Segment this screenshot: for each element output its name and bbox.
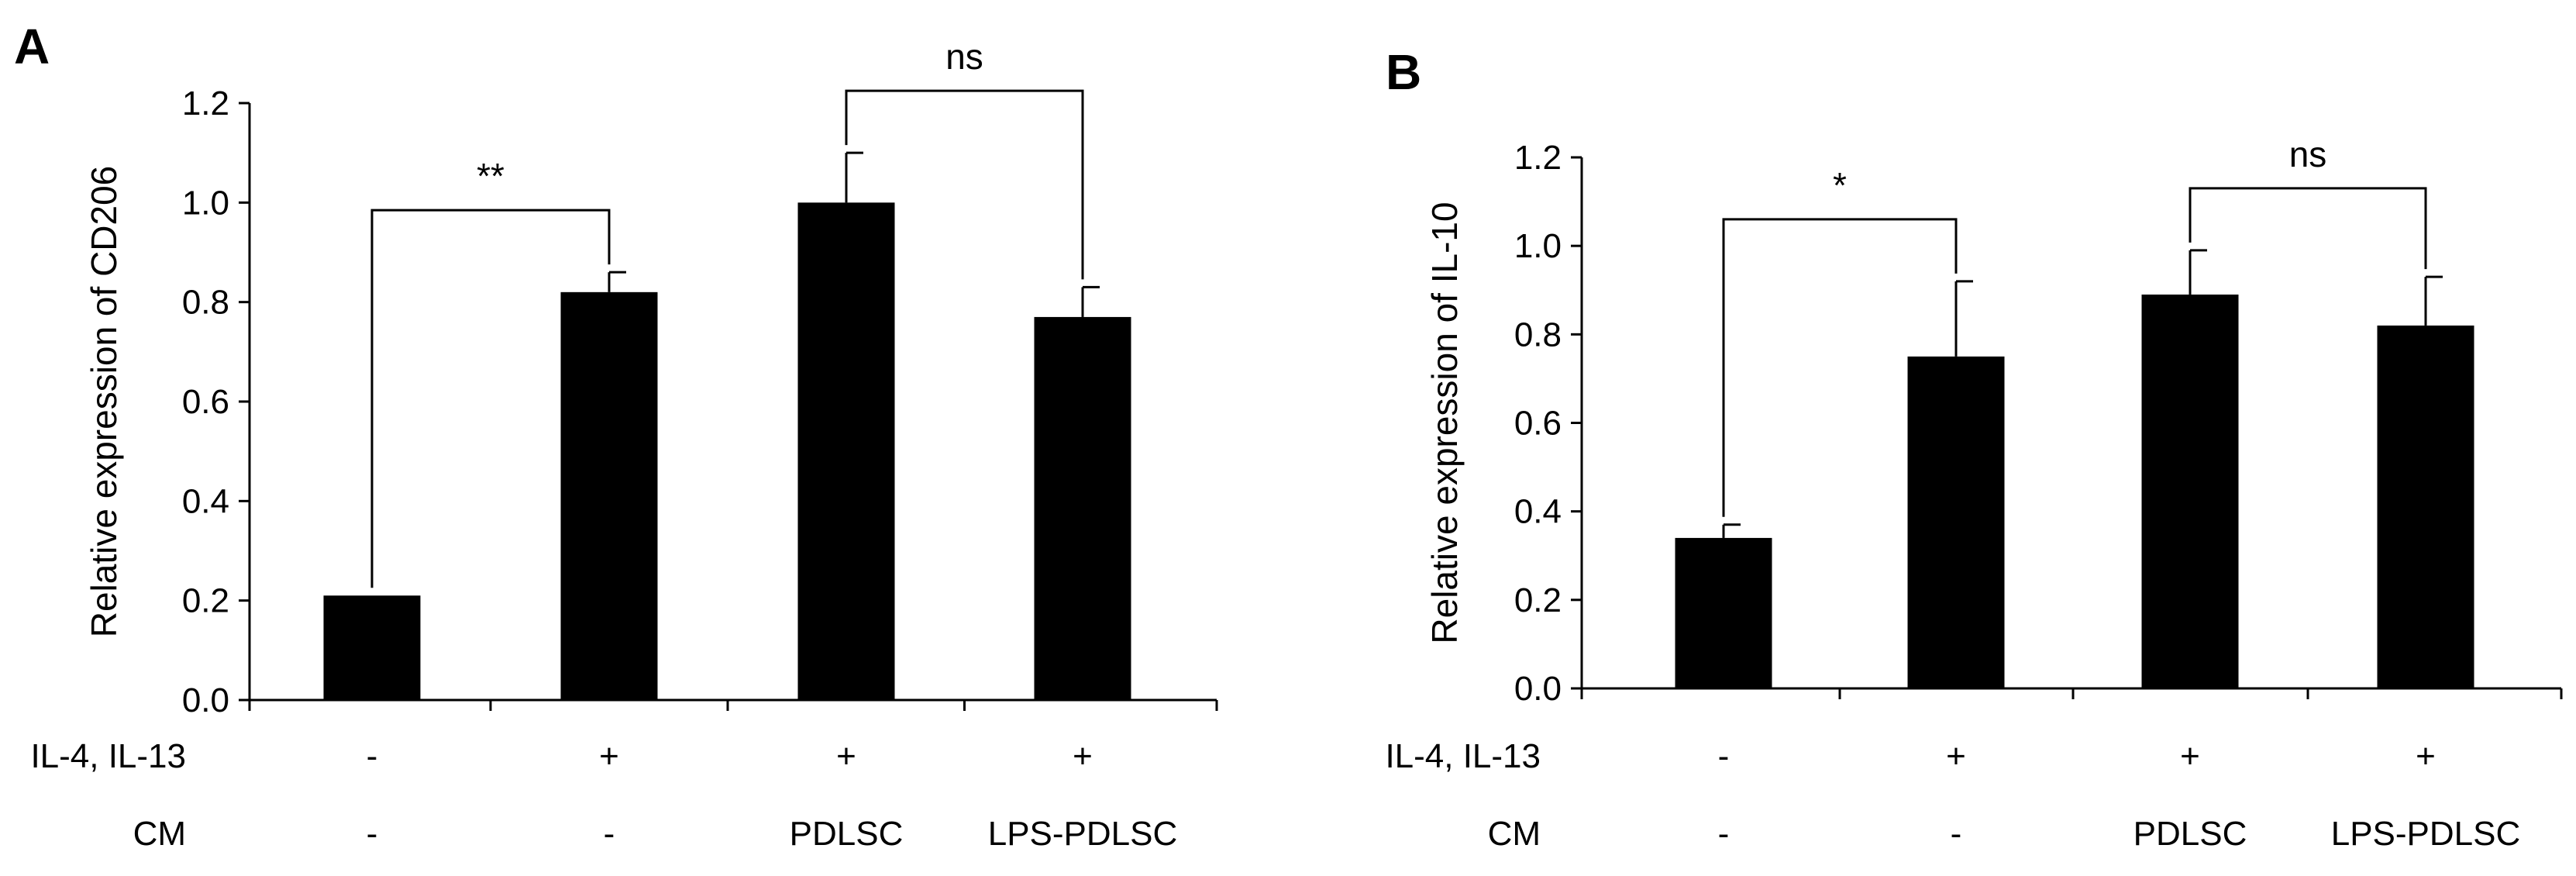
y-tick-label: 0.6 — [182, 383, 229, 421]
y-tick-label: 0.2 — [1514, 581, 1562, 619]
y-tick-label: 1.0 — [182, 184, 229, 222]
y-tick-label: 0.0 — [1514, 670, 1562, 708]
y-tick-label: 0.0 — [182, 681, 229, 719]
panel-b: B 0.0 0.2 0.4 0.6 0.8 1.0 1.2 Relative expressio… — [1385, 44, 2563, 853]
significance-bracket — [2189, 187, 2427, 270]
y-tick-label: 1.0 — [1514, 227, 1562, 265]
bar — [560, 291, 658, 700]
significance-bracket — [845, 89, 1084, 280]
bar — [797, 202, 895, 700]
condition-row-label: CM — [1488, 815, 1541, 853]
condition-value: + — [2416, 737, 2436, 775]
condition-value: LPS-PDLSC — [2331, 815, 2521, 853]
condition-value: - — [604, 815, 615, 853]
significance-label: ns — [2289, 134, 2327, 174]
condition-value: LPS-PDLSC — [988, 815, 1178, 853]
condition-value: PDLSC — [2133, 815, 2247, 853]
significance-label: ** — [477, 156, 505, 196]
panel-a: A 0.0 0.2 0.4 0.6 0.8 1.0 1.2 Relative expressio… — [14, 19, 1218, 853]
condition-value: - — [1718, 737, 1730, 775]
bar — [2141, 294, 2239, 688]
bar — [1675, 537, 1772, 688]
panel-letter: B — [1386, 44, 1421, 100]
y-tick-label: 0.2 — [182, 582, 229, 620]
condition-row-label: CM — [133, 815, 186, 853]
significance-label: * — [1833, 165, 1847, 205]
y-tick-label: 0.4 — [182, 482, 229, 520]
y-tick-label: 0.6 — [1514, 405, 1562, 443]
significance-bracket — [1722, 218, 1958, 517]
y-tick-label: 0.8 — [182, 284, 229, 322]
condition-value: + — [836, 737, 856, 775]
bar — [323, 595, 421, 700]
condition-value: - — [1951, 815, 1962, 853]
significance-bracket — [370, 209, 611, 588]
y-tick-label: 1.2 — [1514, 139, 1562, 177]
condition-value: + — [2180, 737, 2200, 775]
condition-value: + — [599, 737, 619, 775]
bar — [1034, 316, 1131, 700]
y-axis-label: Relative expression of IL-10 — [1424, 202, 1465, 643]
condition-value: + — [1073, 737, 1093, 775]
condition-value: PDLSC — [790, 815, 904, 853]
y-axis-label: Relative expression of CD206 — [84, 166, 124, 638]
condition-row-label: IL-4, IL-13 — [1385, 737, 1541, 775]
bar — [1907, 356, 2005, 688]
panel-letter: A — [14, 19, 50, 74]
condition-row-label: IL-4, IL-13 — [30, 737, 186, 775]
condition-value: + — [1946, 737, 1966, 775]
significance-label: ns — [945, 36, 983, 77]
condition-value: - — [367, 815, 378, 853]
y-tick-label: 1.2 — [182, 84, 229, 122]
bar — [2377, 325, 2474, 688]
y-tick-label: 0.4 — [1514, 493, 1562, 531]
y-tick-label: 0.8 — [1514, 316, 1562, 354]
condition-value: - — [367, 737, 378, 775]
condition-value: - — [1718, 815, 1730, 853]
